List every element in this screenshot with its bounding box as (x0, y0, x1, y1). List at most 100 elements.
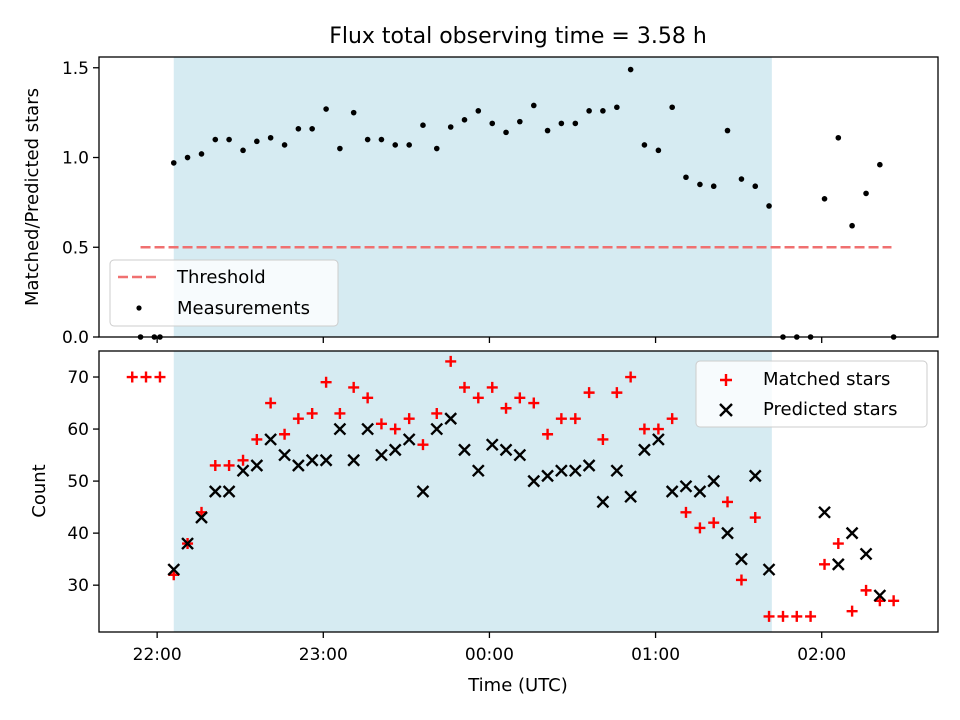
predicted-star-point (541, 469, 554, 483)
predicted-star-point (388, 443, 402, 457)
measurement-point (600, 108, 606, 114)
matched-star-point (680, 506, 692, 518)
matched-star-point (597, 433, 609, 445)
matched-star-point (638, 423, 650, 435)
measurement-point (766, 203, 772, 209)
bottom-x-tick-label: 01:00 (631, 645, 680, 665)
measurement-point (364, 136, 371, 143)
matched-star-point (528, 397, 540, 409)
bottom-x-tick-label: 22:00 (133, 645, 182, 665)
predicted-star-point (458, 443, 471, 457)
matched-star-point (514, 392, 526, 404)
matched-star-point (735, 574, 747, 586)
matched-star-point (860, 584, 872, 596)
measurement-point (849, 222, 855, 229)
matched-star-point (846, 605, 858, 617)
matched-star-point (805, 610, 817, 622)
measurement-point (475, 108, 482, 114)
bottom-y-tick-label: 60 (67, 420, 89, 440)
matched-star-point (472, 392, 484, 404)
matched-star-point (583, 387, 595, 399)
measurement-point (641, 142, 648, 148)
predicted-star-point (873, 589, 887, 602)
top-panel: 0.0 0.5 1.0 1.5 Matched/Predicted stars Thr… (22, 56, 939, 348)
predicted-star-point (707, 474, 721, 488)
measurement-point (170, 160, 177, 166)
top-y-tick-label: 1.0 (62, 149, 89, 169)
matched-star-point (265, 397, 277, 409)
matched-star-point (140, 371, 152, 383)
predicted-star-point (679, 479, 693, 493)
matched-star-point (154, 371, 166, 383)
measurement-point (378, 136, 385, 143)
predicted-star-point (195, 511, 208, 524)
predicted-star-point (665, 485, 679, 498)
measurement-point (572, 120, 579, 127)
measurement-point (240, 147, 246, 154)
matched-star-point (389, 423, 401, 435)
predicted-star-point (527, 474, 541, 488)
predicted-star-point (167, 563, 181, 576)
predicted-star-point (208, 485, 222, 498)
measurement-point (724, 127, 731, 134)
top-x-ticks (156, 337, 823, 343)
predicted-star-point (638, 443, 651, 457)
matched-star-point (292, 413, 304, 425)
measurement-point (863, 190, 869, 197)
predicted-star-point (222, 485, 236, 498)
predicted-star-point (430, 422, 444, 436)
predicted-star-point (831, 558, 845, 571)
legend-threshold-label: Threshold (176, 267, 266, 288)
predicted-star-point (555, 464, 568, 478)
predicted-star-point (361, 422, 374, 436)
measurement-point (392, 142, 399, 148)
predicted-star-point (596, 495, 610, 509)
legend-matched-label: Matched stars (763, 369, 890, 390)
measurement-point (669, 104, 675, 111)
predicted-star-point (624, 490, 637, 504)
x-axis-label: Time (UTC) (467, 675, 568, 696)
matched-star-point (486, 381, 498, 393)
legend-predicted-label: Predicted stars (763, 399, 897, 420)
figure-title: Flux total observing time = 3.58 h (329, 24, 707, 49)
measurement-point (309, 125, 315, 132)
measurement-point (544, 127, 551, 134)
predicted-star-point (610, 464, 624, 478)
bottom-legend: Matched stars Predicted stars (695, 360, 928, 428)
measurement-point (821, 195, 828, 202)
bottom-x-tick-label: 23:00 (299, 645, 348, 665)
measurement-point (337, 145, 343, 152)
matched-star-points (126, 355, 900, 622)
top-y-axis-label: Matched/Predicted stars (22, 88, 43, 306)
measurement-point (877, 161, 883, 168)
measurement-point (710, 183, 717, 190)
predicted-star-point (859, 547, 873, 561)
predicted-star-point (402, 433, 416, 446)
matched-star-point (459, 381, 471, 393)
measurement-point (254, 138, 260, 145)
measurement-point (212, 136, 219, 143)
matched-star-point (722, 496, 734, 508)
predicted-star-point (499, 443, 513, 457)
bottom-y-tick-label: 40 (67, 524, 89, 544)
matched-star-point (749, 512, 761, 524)
matched-star-point (819, 558, 831, 570)
legend-measurements-label: Measurements (177, 298, 310, 319)
measurement-point (738, 176, 745, 182)
predicted-star-point (264, 433, 277, 446)
predicted-star-point (278, 448, 291, 462)
top-y-ticks: 0.0 0.5 1.0 1.5 (62, 59, 99, 348)
predicted-star-point (818, 505, 831, 519)
predicted-star-point (762, 563, 776, 576)
matched-star-point (694, 522, 706, 534)
matched-star-point (611, 387, 623, 399)
matched-star-point (251, 433, 263, 445)
measurement-point (295, 125, 302, 132)
matched-star-point (375, 418, 387, 430)
matched-star-point (625, 371, 637, 383)
predicted-star-points (167, 412, 887, 602)
predicted-star-point (568, 464, 582, 478)
measurement-point (627, 66, 634, 73)
top-axes-frame (98, 56, 939, 338)
predicted-star-point (375, 448, 388, 462)
